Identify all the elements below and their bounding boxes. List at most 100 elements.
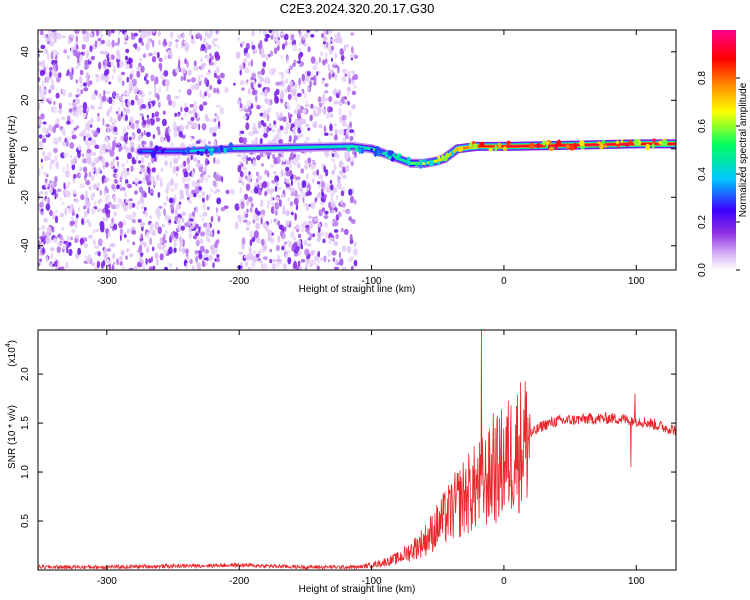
spectrogram-speckle	[195, 239, 200, 247]
spectrogram-speckle	[74, 198, 80, 204]
spectrogram-speckle	[207, 44, 212, 50]
spectrogram-speckle	[317, 70, 321, 75]
spectrogram-speckle	[256, 104, 261, 110]
spectrogram-speckle	[353, 241, 357, 247]
spectrogram-speckle	[345, 129, 350, 136]
spectrogram-speckle	[166, 85, 169, 92]
spectrogram-speckle	[241, 87, 245, 91]
spectrogram-speckle	[168, 49, 173, 55]
spectrogram-speckle	[270, 99, 273, 106]
spectrogram-speckle	[107, 56, 110, 63]
spectrogram-speckle	[186, 163, 191, 172]
spectrogram-speckle	[110, 61, 115, 67]
spectrogram-speckle	[314, 30, 319, 33]
spectrogram-speckle	[330, 113, 334, 118]
spectrogram-speckle	[250, 59, 253, 67]
spectrogram-speckle	[105, 148, 109, 153]
spectrogram-speckle	[158, 86, 161, 94]
spectrogram-speckle	[97, 106, 103, 110]
spectrogram-speckle	[354, 199, 357, 205]
spectrogram-speckle	[168, 99, 173, 106]
spectrogram-speckle	[157, 191, 161, 198]
spectrogram-speckle	[316, 232, 322, 240]
spectrogram-speckle	[281, 245, 285, 251]
spectrogram-speckle	[111, 74, 114, 80]
spectrogram-speckle	[337, 65, 340, 74]
spectrogram-speckle	[216, 87, 219, 94]
spectrogram-speckle	[58, 109, 63, 114]
spectrogram-speckle	[277, 220, 281, 227]
spectrogram-speckle	[140, 132, 144, 137]
spectrogram-speckle	[98, 93, 103, 100]
spectrogram-speckle	[65, 140, 69, 148]
spectrogram-speckle	[156, 51, 160, 59]
frequency-track-blob	[196, 150, 200, 155]
spectrogram-speckle	[138, 62, 142, 68]
spectrogram-speckle	[259, 77, 265, 82]
spectrogram-speckle	[237, 214, 241, 219]
spectrogram-speckle	[148, 103, 151, 109]
spectrogram-speckle	[199, 245, 205, 253]
spectrogram-speckle	[81, 218, 85, 226]
spectrogram-speckle	[89, 57, 92, 62]
spectrogram-speckle	[184, 222, 190, 228]
spectrogram-speckle	[205, 72, 211, 76]
spectrogram-speckle	[81, 30, 87, 35]
spectrogram-speckle	[326, 41, 329, 49]
spectrogram-speckle	[52, 125, 57, 133]
spectrogram-speckle	[151, 167, 156, 173]
spectrogram-speckle	[262, 256, 268, 261]
spectrogram-speckle	[138, 143, 142, 148]
spectrogram-speckle	[347, 70, 351, 79]
spectrogram-speckle	[255, 103, 258, 107]
spectrogram-speckle	[213, 72, 217, 78]
spectrogram-speckle	[294, 82, 298, 91]
spectrogram-speckle	[44, 191, 48, 196]
spectrogram-speckle	[155, 258, 159, 266]
spectrogram-speckle	[274, 185, 278, 192]
spectrogram-speckle	[124, 60, 127, 68]
spectrogram-speckle	[42, 230, 45, 238]
spectrogram-speckle	[118, 106, 121, 112]
spectrogram-speckle	[271, 30, 276, 36]
spectrogram-speckle	[148, 258, 152, 264]
frequency-track-blob	[615, 140, 620, 145]
spectrogram-speckle	[161, 118, 167, 127]
spectrogram-speckle	[351, 104, 356, 110]
spectrogram-speckle	[170, 178, 175, 186]
spectrogram-speckle	[237, 265, 243, 270]
spectrogram-speckle	[239, 170, 244, 178]
spectrogram-speckle	[49, 262, 54, 269]
spectrogram-speckle	[96, 30, 99, 37]
spectrogram-speckle	[249, 230, 254, 239]
spectrogram-speckle	[39, 258, 42, 263]
spectrogram-speckle	[192, 142, 197, 148]
spectrogram-speckle	[353, 131, 356, 137]
spectrogram-speckle	[350, 46, 354, 54]
spectrogram-speckle	[140, 33, 145, 40]
frequency-track-blob	[494, 145, 498, 152]
spectrogram-speckle	[146, 114, 150, 119]
spectrogram-speckle	[189, 103, 194, 108]
spectrogram-speckle	[290, 230, 295, 238]
spectrogram-speckle	[138, 30, 142, 33]
spectrogram-speckle	[275, 30, 279, 35]
spectrogram-speckle	[72, 49, 78, 57]
spectrogram-speckle	[95, 76, 101, 83]
spectrogram-speckle	[159, 177, 163, 182]
spectrogram-speckle	[277, 254, 281, 261]
spectrogram-x-tick-label: -300	[97, 276, 117, 287]
spectrogram-speckle	[292, 62, 296, 67]
spectrogram-speckle	[287, 84, 291, 93]
spectrogram-speckle	[125, 255, 128, 260]
spectrogram-speckle	[322, 238, 326, 244]
spectrogram-speckle	[206, 32, 212, 39]
spectrogram-speckle	[122, 219, 126, 226]
spectrogram-speckle	[307, 86, 310, 92]
spectrogram-speckle	[325, 112, 331, 119]
spectrogram-speckle	[49, 67, 53, 71]
spectrogram-speckle	[304, 164, 308, 170]
spectrogram-speckle	[69, 75, 74, 81]
